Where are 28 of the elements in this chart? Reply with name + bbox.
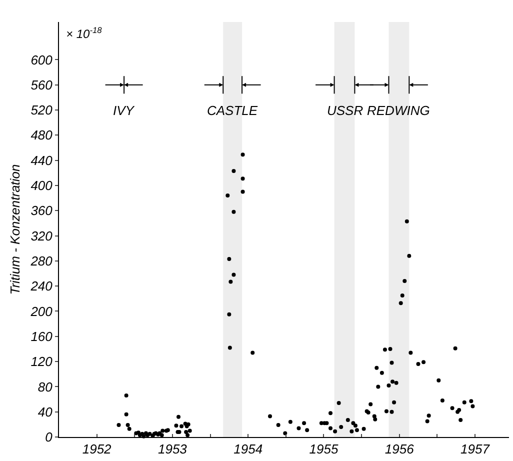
y-tick-label: 480 (30, 128, 54, 143)
x-tick-label: 1955 (309, 442, 339, 457)
band-label: CASTLE (207, 103, 258, 118)
y-tick-label: 120 (30, 354, 54, 370)
x-tick-label: 1957 (460, 442, 490, 457)
y-tick-label: 560 (30, 77, 54, 92)
y-tick-label: 160 (30, 328, 54, 344)
x-tick-label: 1954 (234, 442, 263, 457)
y-tick-label: 0 (45, 430, 54, 445)
band-label: USSR (327, 103, 364, 118)
x-tick-label: 1956 (384, 442, 415, 457)
y-tick-label: 600 (30, 52, 54, 68)
x-tick-label: 1953 (158, 442, 188, 457)
y-tick-label: 360 (30, 203, 54, 218)
y-tick-label: 200 (30, 304, 54, 319)
y-tick-label: 280 (30, 253, 54, 268)
band-label: REDWING (367, 103, 430, 118)
annotation: × 10$^{-18}$ (66, 25, 102, 42)
y-axis-title: Tritium - Konzentration (8, 164, 23, 295)
y-tick-label: 80 (38, 379, 54, 394)
y-tick-label: 240 (30, 278, 54, 294)
ref-line-label: IVY (113, 103, 136, 118)
y-tick-label: 520 (30, 102, 54, 118)
y-tick-label: 40 (38, 404, 54, 420)
y-tick-label: 320 (30, 228, 54, 244)
y-tick-label: 440 (30, 152, 54, 168)
x-tick-label: 1952 (82, 442, 112, 457)
y-tick-label: 400 (30, 178, 54, 194)
